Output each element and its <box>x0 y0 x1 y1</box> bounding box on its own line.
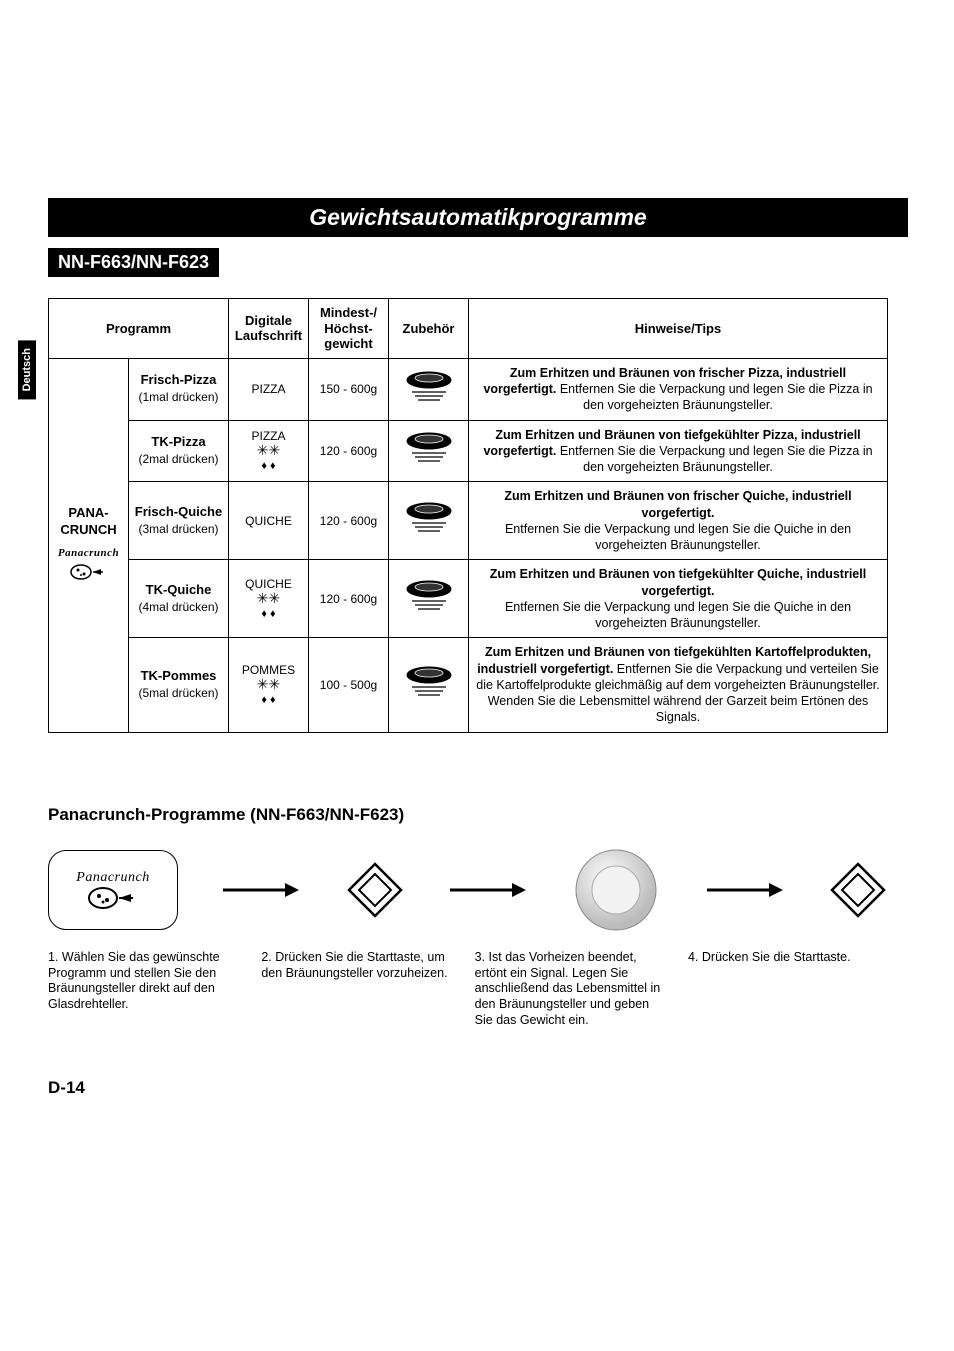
crispy-pan-icon <box>400 501 458 537</box>
tips-cell: Zum Erhitzen und Bräunen von tiefgekühlt… <box>469 420 888 482</box>
pizza-icon <box>83 886 143 910</box>
table-row: TK-Pommes(5mal drücken)POMMES✳✳♦ ♦100 - … <box>49 638 888 732</box>
start-button-icon <box>345 860 405 920</box>
panacrunch-label: Panacrunch <box>76 870 149 886</box>
digital-display-cell: QUICHE✳✳♦ ♦ <box>229 560 309 638</box>
step1-button-graphic: Panacrunch <box>48 850 178 930</box>
weight-cell: 120 - 600g <box>309 482 389 560</box>
arrow-icon <box>448 880 528 900</box>
step3-text: 3. Ist das Vorheizen beendet, ertönt ein… <box>475 950 675 1028</box>
language-tab: Deutsch <box>18 340 36 399</box>
pizza-icon <box>67 563 111 581</box>
page-number: D-14 <box>48 1078 85 1098</box>
arrow-icon <box>221 880 301 900</box>
start-button-icon <box>828 860 888 920</box>
col-programm: Programm <box>49 299 229 359</box>
crispy-pan-icon <box>400 431 458 467</box>
program-name-cell: Frisch-Quiche(3mal drücken) <box>129 482 229 560</box>
crispy-pan-icon <box>400 579 458 615</box>
arrow-icon <box>705 880 785 900</box>
weight-cell: 120 - 600g <box>309 560 389 638</box>
panacrunch-section-heading: Panacrunch-Programme (NN-F663/NN-F623) <box>48 805 404 825</box>
program-category-cell: PANA-CRUNCH Panacrunch <box>49 358 129 732</box>
accessory-cell <box>389 560 469 638</box>
program-name-cell: TK-Pommes(5mal drücken) <box>129 638 229 732</box>
accessory-cell <box>389 638 469 732</box>
col-digital: Digitale Laufschrift <box>229 299 309 359</box>
weight-cell: 150 - 600g <box>309 358 389 420</box>
program-name-cell: TK-Pizza(2mal drücken) <box>129 420 229 482</box>
steps-diagram: Panacrunch <box>48 845 888 935</box>
col-weight: Mindest-/ Höchst-gewicht <box>309 299 389 359</box>
program-table: Programm Digitale Laufschrift Mindest-/ … <box>48 298 888 733</box>
weight-cell: 120 - 600g <box>309 420 389 482</box>
col-accessory: Zubehör <box>389 299 469 359</box>
table-row: PANA-CRUNCH Panacrunch Frisch-Pizza(1mal… <box>49 358 888 420</box>
crispy-pan-icon <box>400 665 458 701</box>
accessory-cell <box>389 482 469 560</box>
digital-display-cell: PIZZA <box>229 358 309 420</box>
tips-cell: Zum Erhitzen und Bräunen von frischer Pi… <box>469 358 888 420</box>
tips-cell: Zum Erhitzen und Bräunen von tiefgekühlt… <box>469 560 888 638</box>
digital-display-cell: PIZZA✳✳♦ ♦ <box>229 420 309 482</box>
program-name-cell: Frisch-Pizza(1mal drücken) <box>129 358 229 420</box>
step2-text: 2. Drücken Sie die Starttaste, um den Br… <box>261 950 461 1028</box>
table-row: TK-Pizza(2mal drücken)PIZZA✳✳♦ ♦120 - 60… <box>49 420 888 482</box>
tips-cell: Zum Erhitzen und Bräunen von frischer Qu… <box>469 482 888 560</box>
model-subtitle: NN-F663/NN-F623 <box>48 248 219 277</box>
step1-text: 1. Wählen Sie das gewünschte Programm un… <box>48 950 248 1028</box>
step4-text: 4. Drücken Sie die Starttaste. <box>688 950 888 1028</box>
dial-icon <box>571 845 661 935</box>
program-name-cell: TK-Quiche(4mal drücken) <box>129 560 229 638</box>
digital-display-cell: QUICHE <box>229 482 309 560</box>
table-row: TK-Quiche(4mal drücken)QUICHE✳✳♦ ♦120 - … <box>49 560 888 638</box>
col-tips: Hinweise/Tips <box>469 299 888 359</box>
table-header-row: Programm Digitale Laufschrift Mindest-/ … <box>49 299 888 359</box>
page-title: Gewichtsautomatikprogramme <box>48 198 908 237</box>
crispy-pan-icon <box>400 370 458 406</box>
steps-text-row: 1. Wählen Sie das gewünschte Programm un… <box>48 950 888 1028</box>
digital-display-cell: POMMES✳✳♦ ♦ <box>229 638 309 732</box>
tips-cell: Zum Erhitzen und Bräunen von tiefgekühlt… <box>469 638 888 732</box>
accessory-cell <box>389 358 469 420</box>
table-row: Frisch-Quiche(3mal drücken)QUICHE120 - 6… <box>49 482 888 560</box>
weight-cell: 100 - 500g <box>309 638 389 732</box>
accessory-cell <box>389 420 469 482</box>
